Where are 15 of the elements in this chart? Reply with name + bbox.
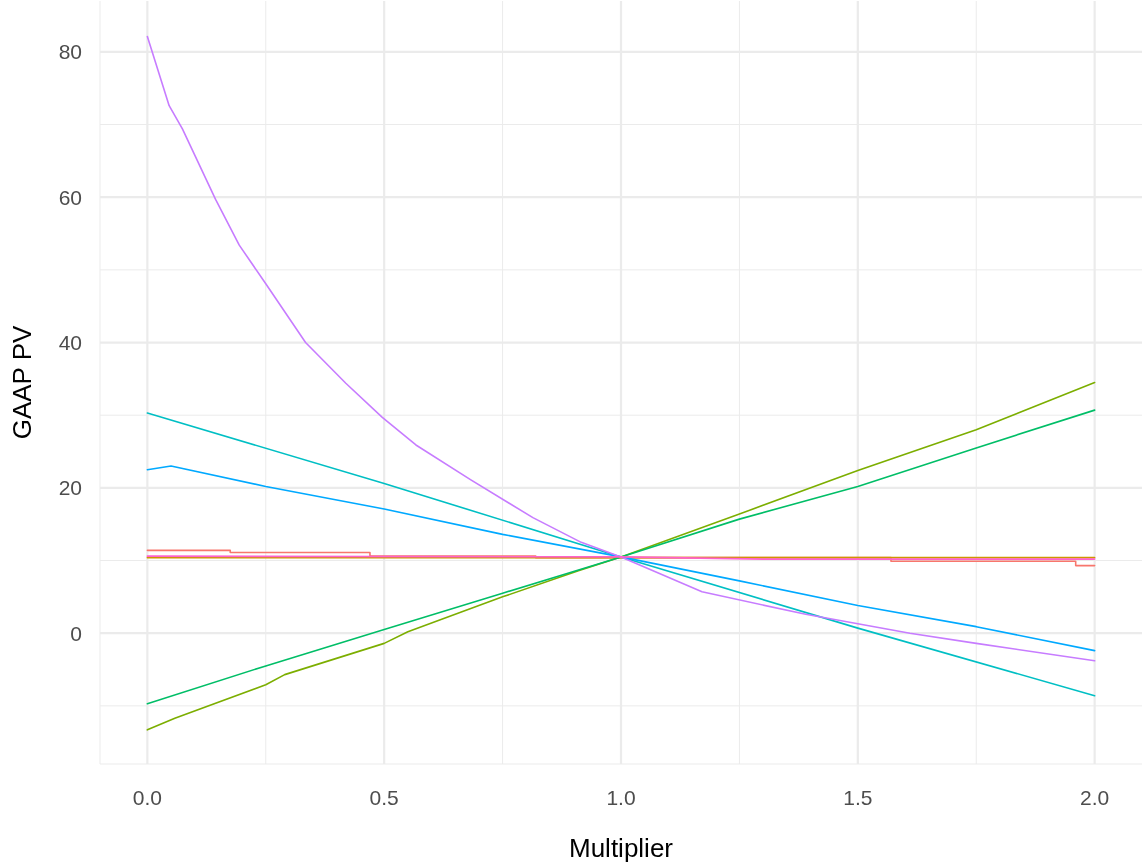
x-tick-label: 0.5 xyxy=(369,785,399,809)
y-tick-label: 0 xyxy=(70,621,82,645)
x-axis-title: Multiplier xyxy=(568,833,674,863)
line-series xyxy=(146,381,1096,731)
y-tick-label: 60 xyxy=(58,185,82,209)
line-series xyxy=(146,465,1096,652)
x-tick-label: 1.0 xyxy=(606,785,636,809)
x-tick-label: 1.5 xyxy=(843,785,873,809)
line-series xyxy=(146,35,1096,662)
x-tick-label: 0.0 xyxy=(132,785,162,809)
y-axis-title: GAAP PV xyxy=(7,325,38,440)
y-tick-label: 80 xyxy=(58,40,82,64)
y-tick-label: 40 xyxy=(58,330,82,354)
x-tick-label: 2.0 xyxy=(1080,785,1110,809)
y-tick-label: 20 xyxy=(58,476,82,500)
